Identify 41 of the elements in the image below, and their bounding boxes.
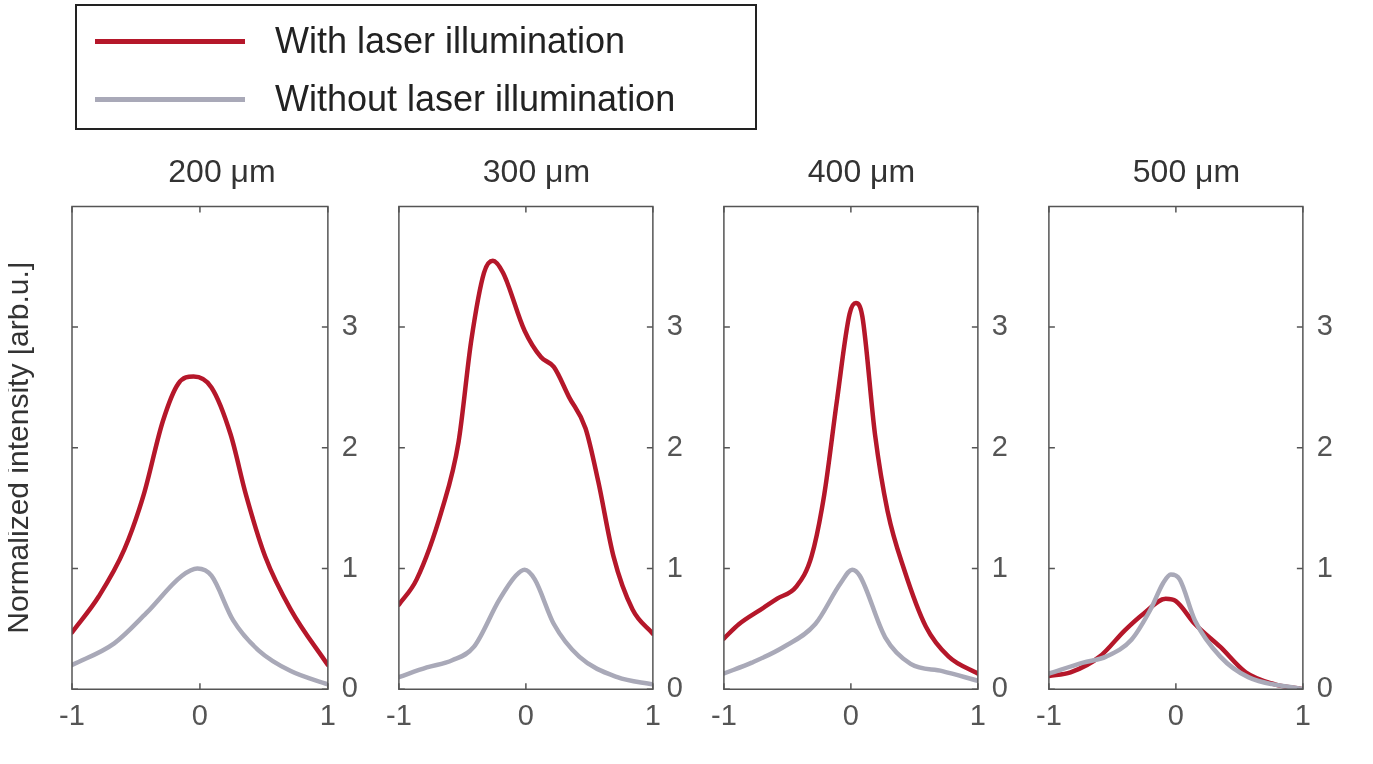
y-tick-label: 1 [1316, 550, 1334, 583]
y-tick-label: 1 [666, 550, 684, 583]
y-tick-label: 1 [341, 550, 359, 583]
y-tick-label: 2 [991, 429, 1009, 462]
chart-title: 500 μm [1132, 153, 1241, 190]
y-tick-label: 0 [1316, 671, 1334, 704]
chart-title: 200 μm [168, 153, 276, 190]
x-tick-label: 1 [319, 698, 336, 731]
x-tick-label: -1 [59, 698, 85, 731]
y-tick-label: 3 [666, 309, 684, 342]
y-tick-label: 1 [991, 550, 1009, 583]
y-tick-label: 2 [1316, 429, 1334, 462]
y-tick-label: 2 [666, 429, 684, 462]
x-tick-label: 0 [517, 698, 534, 731]
y-tick-label: 3 [991, 309, 1009, 342]
y-tick-label: 2 [341, 429, 359, 462]
line-series [398, 258, 653, 636]
legend-label: With laser illumination [275, 20, 626, 62]
x-tick-label: 0 [191, 698, 209, 731]
chart-title: 400 μm [807, 153, 916, 190]
y-tick-label: 3 [1316, 309, 1334, 342]
line-series [72, 374, 328, 668]
line-series [72, 566, 328, 687]
x-tick-label: -1 [1035, 698, 1062, 731]
legend-label: Without laser illumination [275, 78, 676, 120]
x-tick-label: 1 [644, 698, 661, 731]
y-tick-label: 0 [991, 671, 1009, 704]
line-series [398, 567, 653, 687]
x-tick-label: 1 [969, 698, 986, 731]
line-series [723, 567, 978, 683]
x-tick-label: -1 [385, 698, 412, 731]
x-tick-label: 0 [842, 698, 859, 731]
x-tick-label: 0 [1167, 698, 1184, 731]
line-series [1048, 572, 1303, 690]
x-tick-label: 1 [1294, 698, 1311, 731]
x-tick-label: -1 [710, 698, 737, 731]
line-series [723, 300, 978, 676]
chart-title: 300 μm [482, 153, 591, 190]
y-tick-label: 0 [666, 671, 684, 704]
y-tick-label: 0 [341, 671, 359, 704]
y-tick-label: 3 [341, 309, 359, 342]
